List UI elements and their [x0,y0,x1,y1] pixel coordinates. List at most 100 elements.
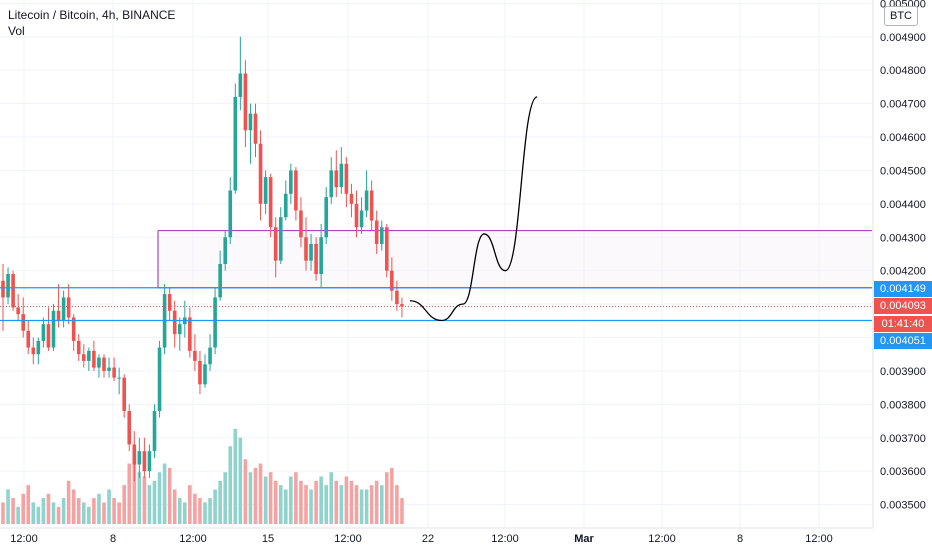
volume-bar [213,489,217,524]
candle-body [142,451,147,472]
volume-bar [364,489,369,524]
drawing-layer[interactable] [409,96,538,322]
candle-body [102,357,106,371]
y-tick-label: 0.004900 [880,32,926,44]
y-tick-label: 0.004500 [880,165,926,177]
candle-body [41,324,46,341]
volume-bar [379,485,384,524]
candle-body [46,324,51,348]
candle-body [127,411,132,445]
volume-bar [233,429,238,524]
candle-body [294,170,298,211]
y-tick-label: 0.003600 [880,466,926,478]
candle-body [112,367,116,378]
y-tick-label: 0.003500 [880,500,926,512]
volume-bar [112,498,116,524]
candle-body [92,350,96,368]
x-tick-label: 12:00 [10,533,38,545]
volume-bar [374,480,379,524]
volume-label[interactable]: Vol [8,24,25,38]
volume-bar [258,463,263,524]
volume-bar [218,480,222,524]
projection-drawing-path[interactable] [409,96,538,322]
volume-bar [304,485,308,524]
candle-body [87,350,91,361]
candle-body [319,237,323,275]
candle-body [299,210,303,238]
volume-bar [107,489,111,524]
upper-level-tag: 0.004149 [874,281,932,297]
volume-bar [243,459,248,524]
candle-body [21,314,25,331]
volume-bar [137,472,142,524]
volume-bar [92,498,96,524]
volume-bar [11,498,15,524]
volume-bar [385,472,389,524]
candle-body [284,193,288,218]
y-tick-label: 0.004200 [880,266,926,278]
candle-body [147,451,152,472]
candle-body [11,274,15,308]
candle-body [369,190,374,221]
candle-body [6,274,10,298]
candle-body [253,113,258,144]
currency-badge[interactable]: BTC [884,6,918,26]
volume-bar [278,485,283,524]
volume-bar [324,485,328,524]
candle-body [304,237,308,261]
y-tick-label: 0.003900 [880,366,926,378]
candle-body [243,73,248,131]
chart-legend: Litecoin / Bitcoin, 4h, BINANCE Vol [8,7,175,39]
x-tick-label: 12:00 [334,533,362,545]
candle-body [324,197,328,238]
candle-body [172,310,177,335]
candle-body [31,347,36,355]
candle-body [258,143,263,204]
volume-bar [76,498,81,524]
volume-bar [147,485,152,524]
candle-body [16,307,20,315]
level-layer[interactable] [0,287,872,322]
volume-bar [56,506,61,524]
volume-bar [157,472,162,524]
volume-bar [334,480,339,524]
candle-body [349,193,354,204]
candle-body [97,357,101,368]
symbol-title[interactable]: Litecoin / Bitcoin, 4h, BINANCE [8,8,176,22]
candle-body [314,243,318,275]
volume-bar [238,437,243,524]
candle-body [268,177,273,228]
axis-layer[interactable]: 0.003500 0.003600 0.003700 0.003800 0.003900… [0,0,926,545]
volume-bar [273,480,278,524]
candle-body [329,170,334,198]
candle-body [354,203,359,228]
volume-bar [309,489,313,524]
volume-bar [299,480,303,524]
volume-bar [51,502,56,524]
candle-body [339,163,344,188]
candle-body [203,364,207,385]
volume-bar [289,476,293,524]
candle-body [208,347,212,365]
volume-bar [183,502,187,524]
candle-body [61,297,66,321]
volume-bar [66,480,71,524]
volume-bar [41,498,46,524]
candle-body [223,237,227,264]
volume-bar [162,463,167,524]
volume-bar [329,472,334,524]
volume-bar [359,489,364,524]
volume-bar [117,502,121,524]
volume-bar [339,485,344,524]
volume-bar [6,489,10,524]
volume-bar [203,502,207,524]
x-tick-label: 12:00 [179,533,207,545]
volume-bar [314,480,318,524]
y-tick-label: 0.004300 [880,232,926,244]
volume-bar [122,485,126,524]
volume-bar [253,467,258,524]
volume-bar [223,472,227,524]
candle-body [364,190,369,211]
